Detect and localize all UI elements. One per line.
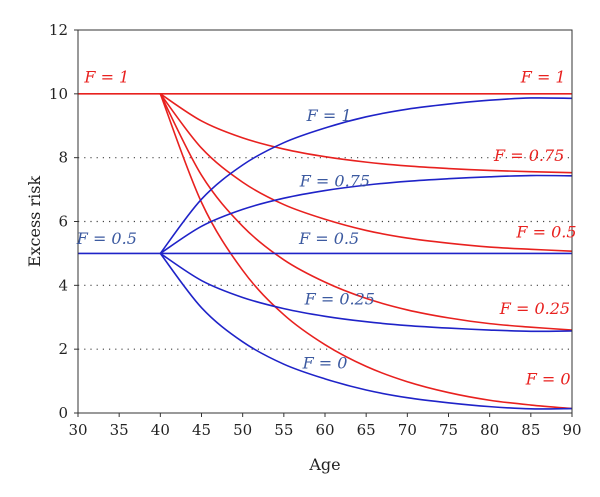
annotations: F = 1 F = 1 F = 0.75 F = 0.5 F = 0.25 F = 0 F … <box>76 68 577 389</box>
blue-series-label: F = 0.75 <box>299 171 370 190</box>
x-tick-label: 35 <box>110 421 129 439</box>
x-tick-label: 85 <box>521 421 540 439</box>
y-tick-label: 10 <box>49 85 68 103</box>
red-series-line-2 <box>159 93 573 252</box>
x-tick-label: 90 <box>562 421 581 439</box>
series-lines <box>77 93 573 410</box>
blue-series-label: F = 0.5 <box>76 229 137 248</box>
gridlines <box>78 93 572 350</box>
blue-series-line-8 <box>159 252 573 333</box>
x-tick-label: 45 <box>192 421 211 439</box>
blue-series-line-9 <box>159 252 573 410</box>
y-tick-label: 4 <box>58 276 68 294</box>
red-series-line-3 <box>159 93 573 331</box>
x-tick-label: 40 <box>151 421 170 439</box>
x-tick-label: 60 <box>315 421 334 439</box>
blue-series-label: F = 0.5 <box>298 229 359 248</box>
x-tick-label: 80 <box>480 421 499 439</box>
red-series-label: F = 0.5 <box>515 222 576 241</box>
blue-series-line-7 <box>159 174 573 255</box>
red-series-line-1 <box>159 93 573 174</box>
x-tick-label: 65 <box>357 421 376 439</box>
x-tick-label: 70 <box>398 421 417 439</box>
y-tick-label: 12 <box>49 21 68 39</box>
y-tick-label: 0 <box>58 404 68 422</box>
red-series-label: F = 0 <box>525 369 571 388</box>
red-series-label: F = 1 <box>520 68 566 87</box>
x-axis-title: Age <box>308 455 340 474</box>
red-series-line-4 <box>159 93 573 410</box>
y-tick-label: 8 <box>58 149 68 167</box>
y-tick-label: 6 <box>58 213 68 231</box>
y-tick-label: 2 <box>58 340 68 358</box>
axis-ticks: 30 35 40 45 50 55 60 65 70 75 80 85 90 0 2 4 6 8 10 12 <box>49 21 582 439</box>
x-tick-label: 75 <box>439 421 458 439</box>
blue-series-label: F = 1 <box>306 106 352 125</box>
blue-series-line-6 <box>159 97 573 254</box>
y-axis-title: Excess risk <box>25 176 44 268</box>
red-series-label: F = 1 <box>83 68 129 87</box>
blue-series-label: F = 0 <box>302 353 348 372</box>
red-series-label: F = 0.25 <box>499 299 570 318</box>
x-tick-label: 30 <box>68 421 87 439</box>
x-tick-label: 55 <box>274 421 293 439</box>
blue-series-label: F = 0.25 <box>304 289 375 308</box>
x-tick-label: 50 <box>233 421 252 439</box>
red-series-label: F = 0.75 <box>493 146 564 165</box>
